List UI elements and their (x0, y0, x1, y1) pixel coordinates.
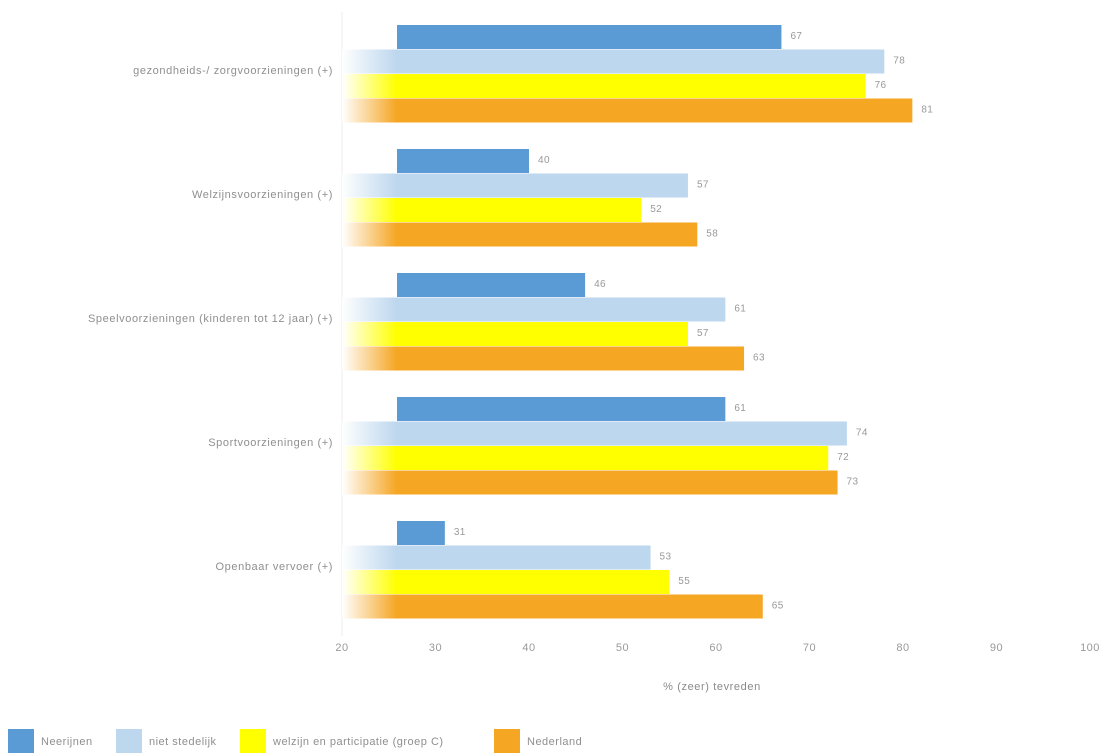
bars-group: 67 78 76 81 40 57 52 58 46 61 57 63 61 74 72 73 31 53 55 65 (342, 25, 933, 619)
bar-fade (342, 173, 397, 198)
category-label: gezondheids-/ zorgvoorzieningen (+) (133, 65, 333, 77)
data-label: 55 (678, 576, 690, 587)
x-axis-ticks: 20 30 40 50 60 70 80 90 100 (335, 642, 1100, 654)
x-tick-label: 50 (616, 642, 629, 654)
bar (342, 446, 829, 470)
bar (397, 273, 586, 297)
x-tick-label: 90 (990, 642, 1003, 654)
data-label: 76 (875, 80, 887, 91)
legend-swatch (116, 729, 142, 753)
legend-swatch (494, 729, 520, 753)
category-label: Openbaar vervoer (+) (216, 561, 333, 573)
bar-fade (342, 222, 397, 247)
x-tick-label: 100 (1080, 642, 1100, 654)
bar-fade (342, 346, 397, 371)
bar-fade (342, 545, 397, 570)
data-label: 78 (893, 56, 905, 67)
bar-fade (342, 297, 397, 322)
data-label: 65 (772, 601, 784, 612)
bar (397, 25, 782, 49)
x-tick-label: 70 (803, 642, 816, 654)
data-label: 74 (856, 428, 868, 439)
data-label: 73 (847, 477, 859, 488)
bar-fade (342, 322, 397, 346)
data-label: 61 (734, 403, 746, 414)
x-tick-label: 40 (522, 642, 535, 654)
category-labels: gezondheids-/ zorgvoorzieningen (+) Welzi… (88, 65, 333, 573)
data-label: 52 (650, 204, 662, 215)
legend-swatch (240, 729, 266, 753)
legend-swatch (8, 729, 34, 753)
legend: Neerijnen niet stedelijk welzijn en partic… (8, 729, 582, 753)
bar-fade (342, 98, 397, 123)
bar-fade (342, 470, 397, 495)
x-tick-label: 80 (896, 642, 909, 654)
data-label: 58 (706, 229, 718, 240)
category-label: Sportvoorzieningen (+) (208, 437, 333, 449)
data-label: 67 (790, 31, 802, 42)
bar (397, 397, 726, 421)
legend-label: Nederland (527, 736, 582, 748)
bar-fade (342, 446, 397, 470)
bar (342, 297, 726, 322)
data-label: 31 (454, 527, 466, 538)
bar-fade (342, 198, 397, 222)
legend-label: welzijn en participatie (groep C) (272, 736, 444, 748)
data-label: 53 (660, 552, 672, 563)
data-label: 46 (594, 279, 606, 290)
bar (342, 98, 913, 123)
bar-fade (342, 570, 397, 594)
category-label: Welzijnsvoorzieningen (+) (192, 189, 333, 201)
data-label: 61 (734, 304, 746, 315)
bar (342, 49, 885, 74)
x-tick-label: 60 (709, 642, 722, 654)
category-label: Speelvoorzieningen (kinderen tot 12 jaar… (88, 313, 333, 325)
bar-fade (342, 421, 397, 446)
data-label: 57 (697, 180, 709, 191)
bar (397, 149, 529, 173)
data-label: 40 (538, 155, 550, 166)
data-label: 72 (837, 452, 849, 463)
bar (342, 421, 847, 446)
x-tick-label: 20 (335, 642, 348, 654)
x-axis-title: % (zeer) tevreden (663, 681, 761, 693)
bar (397, 521, 445, 545)
bar (342, 173, 688, 198)
legend-label: Neerijnen (41, 736, 93, 748)
data-label: 63 (753, 353, 765, 364)
data-label: 57 (697, 328, 709, 339)
bar (342, 322, 688, 346)
bar (342, 470, 838, 495)
legend-label: niet stedelijk (149, 736, 217, 748)
data-label: 81 (921, 105, 933, 116)
bar (342, 346, 745, 371)
bar-fade (342, 594, 397, 619)
bar (342, 74, 866, 98)
bar-fade (342, 74, 397, 98)
bar-fade (342, 49, 397, 74)
x-tick-label: 30 (429, 642, 442, 654)
bar (342, 594, 763, 619)
bar (342, 222, 698, 247)
